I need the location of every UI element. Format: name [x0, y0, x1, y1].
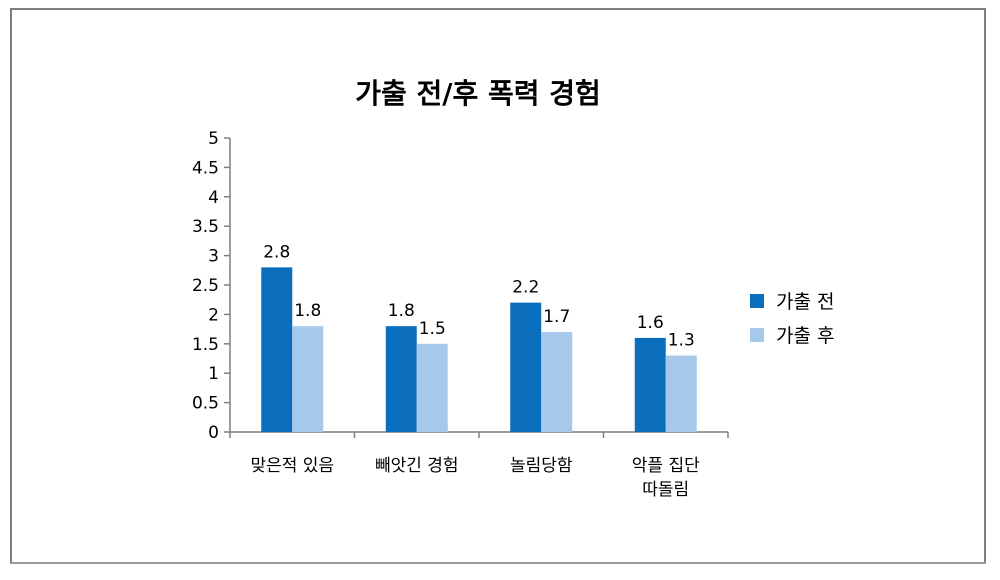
y-tick-label: 5 — [208, 129, 219, 149]
chart-title: 가출 전/후 폭력 경험 — [355, 77, 601, 110]
y-tick-label: 4 — [208, 188, 219, 208]
bar-before-1 — [385, 326, 417, 432]
legend-label: 가출 전 — [776, 291, 834, 313]
bar-before-3 — [634, 337, 666, 432]
data-label: 1.7 — [543, 307, 570, 327]
bar-after-3 — [665, 355, 697, 432]
y-tick-label: 0 — [208, 423, 219, 443]
data-label: 1.8 — [388, 301, 415, 321]
legend: 가출 전가출 후 — [750, 291, 834, 347]
y-axis: 0 0.5 1 1.5 2 2.5 3 3.5 4 4.5 5 — [192, 129, 231, 443]
y-tick-label: 3 — [208, 247, 219, 267]
data-label: 1.5 — [419, 319, 446, 339]
bar-after-0 — [292, 326, 324, 432]
legend-swatch-before — [750, 294, 764, 308]
y-tick-label: 4.5 — [192, 158, 219, 178]
y-tick-label: 0.5 — [192, 394, 219, 414]
data-label: 2.8 — [263, 242, 290, 262]
chart-frame — [10, 8, 986, 564]
legend-label: 가출 후 — [776, 325, 834, 347]
bar-after-1 — [416, 343, 448, 432]
bar-before-2 — [510, 302, 542, 432]
x-category-label: 맞은적 있음 — [250, 456, 334, 476]
y-tick-label: 2.5 — [192, 276, 219, 296]
data-label: 1.6 — [637, 313, 664, 333]
bars-group: 2.81.82.21.61.81.51.71.3 — [261, 242, 697, 432]
x-category-label: 놀림당함 — [510, 456, 573, 476]
x-category-label: 악플 집단 따돌림 — [632, 456, 700, 500]
x-category-label: 빼앗긴 경험 — [375, 456, 459, 476]
data-label: 2.2 — [512, 278, 539, 298]
x-axis: 맞은적 있음 빼앗긴 경험 놀림당함 악플 집단 따돌림 — [229, 431, 729, 500]
data-label: 1.3 — [668, 331, 695, 351]
bottom-divider — [10, 562, 986, 564]
data-label: 1.8 — [294, 301, 321, 321]
y-tick-label: 1.5 — [192, 335, 219, 355]
y-tick-label: 3.5 — [192, 217, 219, 237]
y-tick-label: 1 — [208, 364, 219, 384]
legend-swatch-after — [750, 328, 764, 342]
y-tick-label: 2 — [208, 305, 219, 325]
bar-after-2 — [541, 332, 573, 432]
bar-before-0 — [261, 267, 293, 432]
